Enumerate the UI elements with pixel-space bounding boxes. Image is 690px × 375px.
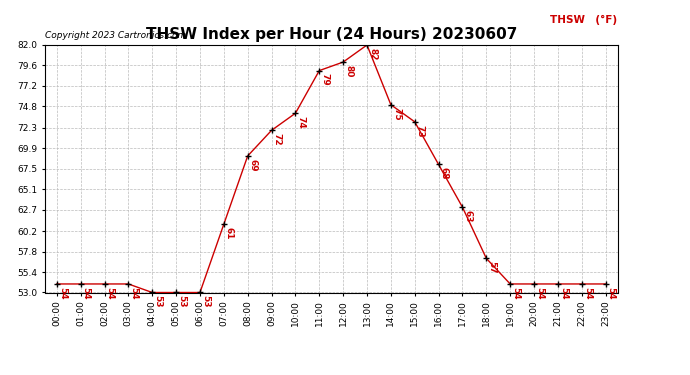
Text: 61: 61 — [225, 227, 234, 240]
Text: 57: 57 — [487, 261, 496, 274]
Text: 54: 54 — [535, 287, 544, 299]
Text: 54: 54 — [106, 287, 115, 299]
Text: 53: 53 — [177, 295, 186, 308]
Text: 73: 73 — [416, 124, 425, 137]
Text: 63: 63 — [464, 210, 473, 222]
Text: 79: 79 — [320, 74, 329, 86]
Text: 54: 54 — [130, 287, 139, 299]
Text: 82: 82 — [368, 48, 377, 60]
Text: 54: 54 — [58, 287, 67, 299]
Text: 54: 54 — [81, 287, 90, 299]
Text: 54: 54 — [583, 287, 592, 299]
Text: 69: 69 — [248, 159, 258, 171]
Text: 74: 74 — [297, 116, 306, 129]
Text: 54: 54 — [559, 287, 568, 299]
Text: 72: 72 — [273, 133, 282, 146]
Text: 53: 53 — [153, 295, 162, 308]
Text: 54: 54 — [511, 287, 520, 299]
Text: 53: 53 — [201, 295, 210, 308]
Title: THSW Index per Hour (24 Hours) 20230607: THSW Index per Hour (24 Hours) 20230607 — [146, 27, 517, 42]
Text: Copyright 2023 Cartronics.com: Copyright 2023 Cartronics.com — [45, 31, 186, 40]
Text: THSW (°F): THSW (°F) — [551, 15, 618, 25]
Text: 75: 75 — [392, 108, 401, 120]
Text: 68: 68 — [440, 167, 449, 180]
Text: 54: 54 — [607, 287, 615, 299]
Text: 80: 80 — [344, 65, 353, 77]
